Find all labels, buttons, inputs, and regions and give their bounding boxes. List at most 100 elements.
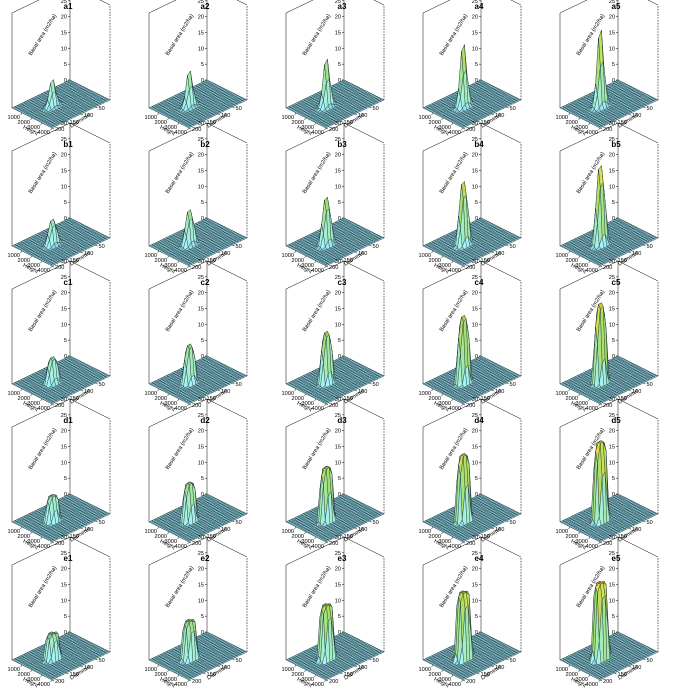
x-tick [431,112,434,116]
x-tick-label: 4000 [175,268,187,274]
y-tick [369,244,372,247]
x-tick-label: 1000 [419,115,431,121]
z-tick-label: 25 [61,0,67,5]
x-tick-label: 3000 [165,263,177,269]
x-tick [578,255,581,259]
z-axis-label: Basal area (m2/ha) [165,151,195,195]
box-edge [285,0,314,14]
x-tick [568,250,571,254]
z-tick-label: 25 [198,137,204,143]
z-tick-label: 25 [61,137,67,143]
x-tick-label: 4000 [175,130,187,136]
surface-panel-b2: b2 0 5 10 15 20 25 30 Basal area (m2/ha) 1000 2000… [137,121,274,276]
surface-facet [597,263,604,267]
y-tick-label: 100 [221,251,230,257]
z-tick-label: 10 [472,184,478,190]
box-edge [647,0,659,6]
z-tick-label: 15 [472,169,478,175]
panel-title: b3 [337,140,347,149]
box-edge [480,122,522,144]
y-tick [462,265,466,268]
x-tick [324,265,327,269]
surface-panel-a3: a3051015202530Basal area (m2/ha)10002000… [274,0,411,138]
y-tick [232,106,235,109]
y-tick [340,258,343,261]
surface-panel-b3: b3 0 5 10 15 20 25 30 Basal area (m2/ha) 1000 2000… [274,121,411,276]
surface-facet [597,125,604,129]
z-tick-label: 15 [609,31,615,37]
y-tick-label: 150 [344,120,353,126]
y-tick [643,106,646,109]
x-tick-label: 3000 [302,263,314,269]
x-tick [20,250,23,254]
x-tick [578,117,581,121]
x-tick [451,122,454,126]
z-tick-label: 5 [475,62,478,68]
panel-title: a4 [475,2,484,11]
x-tick-label: 1000 [282,253,294,259]
y-tick-label: 200 [192,265,201,271]
y-tick [491,251,495,254]
z-tick-label: 0 [475,216,478,222]
z-tick-label: 15 [472,31,478,37]
z-tick-label: 15 [609,169,615,175]
y-tick-label: 100 [84,113,93,119]
y-tick-label: 50 [373,244,379,250]
y-tick-label: 200 [55,265,64,271]
z-tick-label: 0 [338,216,341,222]
y-tick-label: 100 [632,113,641,119]
x-tick [30,117,33,121]
panel-title: c1 [64,278,73,287]
panel-title: a2 [201,2,210,11]
y-tick-label: 50 [373,106,379,112]
z-tick-label: 10 [335,46,341,52]
z-tick-label: 20 [335,15,341,21]
surface-plot-a5: a5051015202530Basal area (m2/ha)10002000… [556,0,659,137]
surface-mesh [148,70,248,129]
z-tick-label: 0 [201,78,204,84]
x-tick [324,127,327,131]
surface-panel-b5: b5 0 5 10 15 20 25 30 Basal area (m2/ha) 1000 2000… [548,121,685,276]
y-tick [51,127,55,130]
y-tick-label: 200 [329,265,338,271]
y-tick [232,244,235,247]
surface-facet [460,125,467,129]
x-tick-label: 3000 [439,263,451,269]
z-tick-label: 15 [335,31,341,37]
y-tick [325,127,329,130]
z-tick-label: 0 [612,78,615,84]
x-tick-label: 1000 [282,115,294,121]
panel-title: b5 [611,140,621,149]
y-tick-label: 150 [344,258,353,264]
x-tick [598,127,601,131]
x-tick-label: 2000 [155,120,167,126]
panel-title: a3 [338,2,347,11]
y-tick-label: 100 [495,113,504,119]
x-tick-label: 3000 [302,125,314,131]
y-tick-label: 200 [603,265,612,271]
x-tick [461,265,464,269]
x-tick-label: 4000 [586,268,598,274]
y-tick [354,113,358,116]
x-tick-label: 4000 [586,130,598,136]
surface-mesh [285,196,385,267]
z-axis-label: Basal area (m2/ha) [28,13,58,57]
x-tick [568,112,571,116]
x-tick [431,250,434,254]
y-tick [477,258,480,261]
y-tick [462,127,466,130]
surface-mesh [559,165,659,267]
y-tick-label: 100 [632,251,641,257]
y-tick-label: 50 [236,106,242,112]
z-tick-label: 10 [61,46,67,52]
y-tick-label: 200 [603,127,612,133]
box-edge [285,122,345,152]
z-tick-label: 5 [338,200,341,206]
y-tick-label: 50 [510,106,516,112]
x-tick-label: 2000 [566,120,578,126]
z-tick-label: 15 [335,169,341,175]
